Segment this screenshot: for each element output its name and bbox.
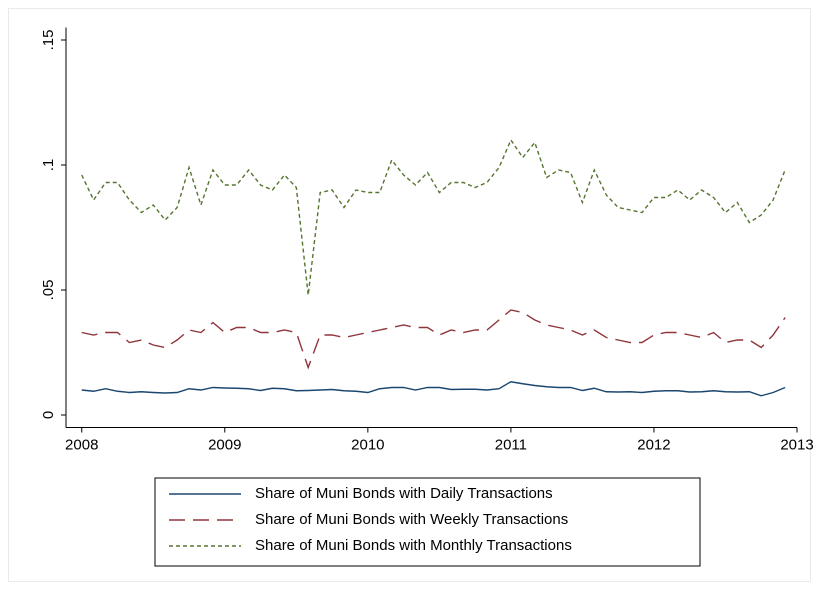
- y-tick-label: 0: [40, 411, 57, 419]
- legend-label: Share of Muni Bonds with Daily Transacti…: [255, 485, 553, 502]
- legend-label: Share of Muni Bonds with Monthly Transac…: [255, 537, 572, 554]
- x-tick-label: 2009: [208, 436, 241, 453]
- x-tick-label: 2013: [780, 436, 813, 453]
- line-series: [81, 309, 786, 370]
- x-tick-label: 2011: [495, 436, 527, 453]
- line-series: [81, 381, 786, 397]
- y-tick-label: .1: [40, 159, 57, 172]
- legend-label: Share of Muni Bonds with Weekly Transact…: [255, 511, 568, 528]
- y-tick-label: .15: [40, 30, 57, 51]
- x-tick-label: 2008: [65, 436, 98, 453]
- legend-box: [154, 477, 701, 567]
- x-tick-label: 2010: [351, 436, 384, 453]
- x-tick-label: 2012: [637, 436, 670, 453]
- y-tick-label: .05: [40, 280, 57, 301]
- line-series: [81, 138, 786, 296]
